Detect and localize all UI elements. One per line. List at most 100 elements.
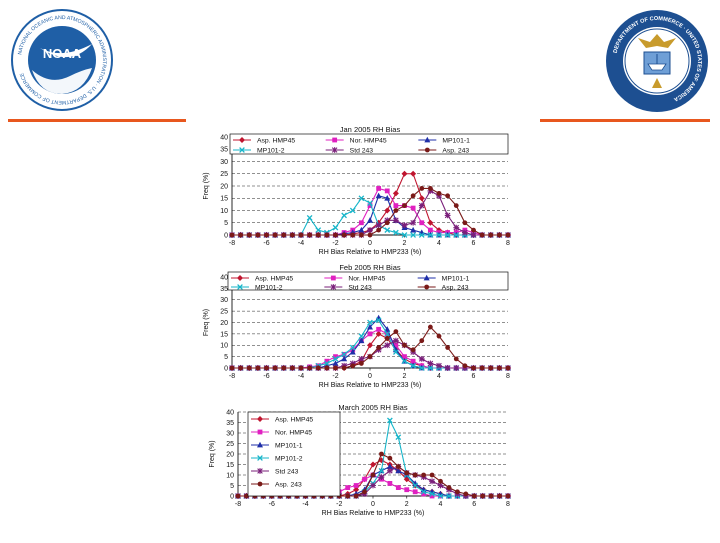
data-point: [384, 217, 391, 224]
data-point: [461, 229, 468, 236]
data-point: [471, 493, 477, 499]
data-point: [367, 200, 373, 207]
data-point: [298, 232, 304, 238]
data-point: [324, 358, 330, 364]
legend-item: Asp. HMP45: [251, 416, 313, 423]
data-point: [395, 485, 401, 490]
data-point: [444, 212, 451, 219]
y-tick-label: 25: [220, 171, 228, 178]
data-point: [358, 361, 364, 366]
legend-marker: [424, 147, 430, 153]
y-tick-label: 30: [220, 159, 228, 166]
legend-label: Asp. 243: [442, 147, 469, 154]
commerce-seal-logo: DEPARTMENT OF COMMERCE · UNITED STATES O…: [604, 8, 710, 114]
series-std-243: [229, 188, 511, 238]
data-point: [341, 355, 348, 362]
data-point: [332, 356, 339, 362]
data-point: [471, 227, 476, 233]
y-tick-label: 15: [220, 196, 228, 203]
data-point: [410, 170, 417, 177]
y-tick-label: 5: [224, 354, 228, 361]
data-point: [418, 232, 425, 238]
data-point: [427, 232, 434, 238]
data-point: [333, 354, 338, 360]
x-tick-label: 4: [437, 240, 441, 247]
data-point: [386, 467, 393, 474]
legend-marker: [237, 275, 243, 281]
data-point: [362, 489, 367, 495]
legend-label: MP101-1: [442, 275, 470, 282]
data-point: [437, 482, 444, 489]
data-point: [453, 365, 460, 371]
data-point: [395, 434, 402, 441]
legend-label: Asp. HMP45: [257, 137, 295, 144]
data-point: [375, 330, 382, 337]
legend-item: MP101-2: [231, 284, 283, 291]
data-point: [244, 493, 249, 499]
x-tick-label: 2: [403, 240, 407, 247]
data-point: [393, 342, 399, 348]
data-point: [367, 203, 373, 208]
y-tick-label: 20: [220, 320, 228, 327]
data-point: [384, 220, 390, 226]
data-point: [376, 345, 382, 350]
legend-label: MP101-1: [442, 137, 470, 144]
data-point: [402, 203, 407, 208]
x-tick-label: 0: [368, 373, 372, 380]
data-point: [427, 219, 434, 226]
y-axis-label: Freq (%): [203, 172, 210, 199]
legend-label: Asp. HMP45: [255, 275, 293, 282]
legend: Asp. HMP45 Nor. HMP45 MP101-1 MP101-2 Std 24…: [227, 271, 509, 291]
data-point: [358, 226, 365, 233]
data-point: [437, 493, 444, 499]
y-tick-label: 40: [220, 274, 228, 281]
data-point: [229, 232, 235, 238]
data-point: [401, 222, 408, 229]
data-point: [393, 349, 399, 355]
legend-item: Asp. HMP45: [231, 275, 293, 282]
data-point: [345, 485, 351, 490]
data-point: [392, 190, 399, 197]
data-point: [436, 227, 442, 234]
legend-marker: [424, 284, 430, 290]
data-point: [367, 227, 373, 233]
data-point: [367, 354, 373, 360]
legend-item: Std 243: [324, 284, 372, 291]
y-axis-label: Freq (%): [203, 309, 210, 336]
y-tick-label: 30: [220, 297, 228, 304]
data-point: [419, 186, 425, 191]
data-point: [375, 317, 382, 324]
data-point: [393, 203, 399, 208]
data-point: [438, 478, 443, 484]
data-point: [384, 227, 391, 233]
data-point: [505, 493, 511, 499]
x-tick-label: -4: [298, 373, 304, 380]
legend-marker: [257, 429, 263, 435]
x-tick-label: 6: [472, 240, 476, 247]
data-point: [418, 195, 425, 202]
data-point: [307, 232, 313, 238]
x-tick-label: 4: [437, 373, 441, 380]
x-tick-label: 0: [371, 501, 375, 508]
legend-item: MP101-2: [233, 147, 285, 154]
data-point: [410, 193, 416, 199]
data-point: [488, 365, 494, 371]
data-point: [384, 188, 390, 194]
data-point: [404, 470, 410, 476]
data-point: [444, 232, 451, 238]
legend-item: MP101-2: [251, 455, 303, 462]
data-point: [281, 365, 287, 371]
data-point: [392, 217, 399, 224]
series-nor-hmp45: [229, 326, 511, 371]
data-point: [384, 331, 391, 337]
data-point: [367, 232, 373, 238]
series-line: [232, 333, 508, 369]
legend-marker: [330, 275, 336, 281]
legend-marker: [332, 137, 338, 143]
legend-item: Std 243: [251, 468, 299, 475]
data-point: [315, 227, 322, 233]
data-point: [333, 365, 338, 371]
legend-item: Asp. 243: [418, 147, 469, 154]
data-point: [454, 489, 460, 495]
